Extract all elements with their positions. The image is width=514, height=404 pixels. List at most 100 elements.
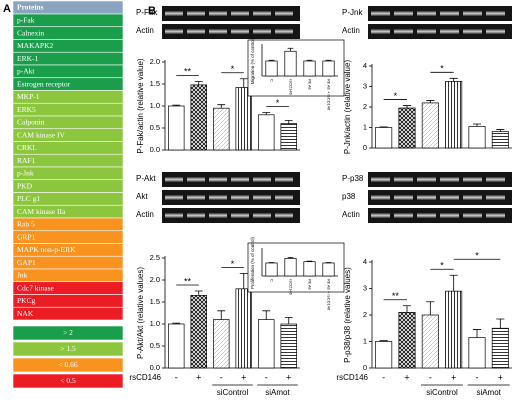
y-tick-label: 2.5 [150, 253, 160, 262]
error-bar [402, 305, 412, 313]
blot-band [231, 29, 249, 34]
bar [421, 102, 439, 149]
protein-label: Jnk [17, 271, 28, 280]
blot-band [371, 195, 390, 200]
blot-band [371, 29, 390, 34]
bar [421, 314, 439, 369]
blot-band [275, 11, 293, 16]
x-tick-label: Rb Ab [307, 79, 312, 91]
blot-label: Actin [342, 210, 360, 219]
error-bar [287, 47, 294, 52]
y-tick-label: 1.0 [150, 319, 160, 328]
error-bar [284, 120, 293, 124]
blot-band [187, 29, 205, 34]
y-tick-label: 4 [363, 257, 367, 266]
legend-label: < 0.66 [58, 360, 77, 369]
x-tick-label: Rb Ab [307, 279, 312, 291]
blot-band [209, 11, 227, 16]
group-label: siAmot [265, 388, 290, 397]
error-bar [426, 100, 435, 103]
error-bar [194, 80, 203, 85]
blot-label: P-p38 [342, 174, 364, 183]
blot-label: P-Fak [136, 8, 158, 17]
y-axis-label: P-Fak/actin (relative value) [136, 58, 145, 153]
protein-label: MAKAPK2 [17, 41, 54, 50]
x-tick-label: - [220, 372, 223, 382]
protein-label: Calponin [17, 118, 45, 127]
error-bar [402, 105, 412, 109]
blot-band [231, 195, 249, 200]
bar [322, 60, 335, 77]
y-tick-label: 2.0 [150, 275, 160, 284]
blot-band [440, 177, 459, 182]
y-axis-label: Proliferation (% of control) [250, 236, 255, 289]
blot-band [463, 11, 482, 16]
y-tick-label: 0 [363, 363, 367, 372]
blot-band [463, 213, 482, 218]
error-bar [449, 274, 458, 292]
blot-band [165, 29, 183, 34]
error-bar [306, 260, 313, 262]
bar [322, 262, 335, 277]
x-tick-label: - [476, 372, 479, 382]
error-bar [496, 318, 505, 329]
bar [284, 258, 297, 277]
error-bar [262, 310, 271, 320]
blot-band [165, 213, 183, 218]
blot-band [187, 177, 205, 182]
blot-label: Actin [136, 210, 154, 219]
bar [265, 262, 278, 277]
blot-band [440, 195, 459, 200]
blot-band [486, 213, 505, 218]
blot-band [165, 11, 183, 16]
protein-label: Rab 5 [17, 220, 35, 229]
blot-band [209, 195, 227, 200]
x-tick-label: - [382, 372, 385, 382]
blot-label: Actin [342, 26, 360, 35]
protein-label: MKP-1 [17, 92, 40, 101]
x-tick-label: C [269, 79, 274, 82]
blot-band [253, 213, 271, 218]
error-bar [472, 329, 482, 338]
bar [398, 312, 416, 369]
blot-band [417, 177, 436, 182]
x-tick-label: Rb Ab + rsCD146 [326, 79, 331, 111]
blot-band [463, 29, 482, 34]
blot-band [486, 29, 505, 34]
chart: P-Fak Actin P-Fak/actin (relative value) 0.… [136, 6, 300, 154]
significance-label: * [475, 251, 479, 261]
y-tick-label: 2 [363, 310, 367, 319]
table-cell [12, 306, 124, 321]
y-tick-label: 1 [363, 122, 367, 131]
bar [375, 341, 393, 369]
error-bar [472, 123, 482, 127]
blot-band [394, 195, 413, 200]
bar [303, 60, 316, 77]
bar [235, 288, 252, 369]
blot-band [486, 177, 505, 182]
protein-label: PLC g1 [17, 194, 40, 203]
error-bar [262, 112, 271, 115]
error-bar [268, 262, 275, 263]
panel-label: B [148, 5, 156, 17]
protein-label: Cdc7 kinase [17, 283, 55, 292]
error-bar [194, 290, 203, 296]
chart: P-p38 p38 Actin P-p38/p38 (relative values)… [336, 172, 512, 397]
blot-band [275, 213, 293, 218]
bar [445, 290, 463, 369]
y-tick-label: 0.0 [150, 363, 160, 372]
significance-label: * [231, 64, 235, 74]
blot-label: P-Akt [136, 174, 156, 183]
error-bar [172, 322, 181, 324]
blot-band [165, 195, 183, 200]
error-bar [306, 59, 313, 61]
error-bar [217, 310, 226, 320]
blot-band [187, 213, 205, 218]
blot-band [486, 11, 505, 16]
blot-band [253, 11, 271, 16]
blot-band [187, 11, 205, 16]
blot-band [463, 195, 482, 200]
blot-band [209, 177, 227, 182]
y-axis-label: P-Akt/Akt (relative values) [136, 267, 145, 359]
blot-band [231, 11, 249, 16]
